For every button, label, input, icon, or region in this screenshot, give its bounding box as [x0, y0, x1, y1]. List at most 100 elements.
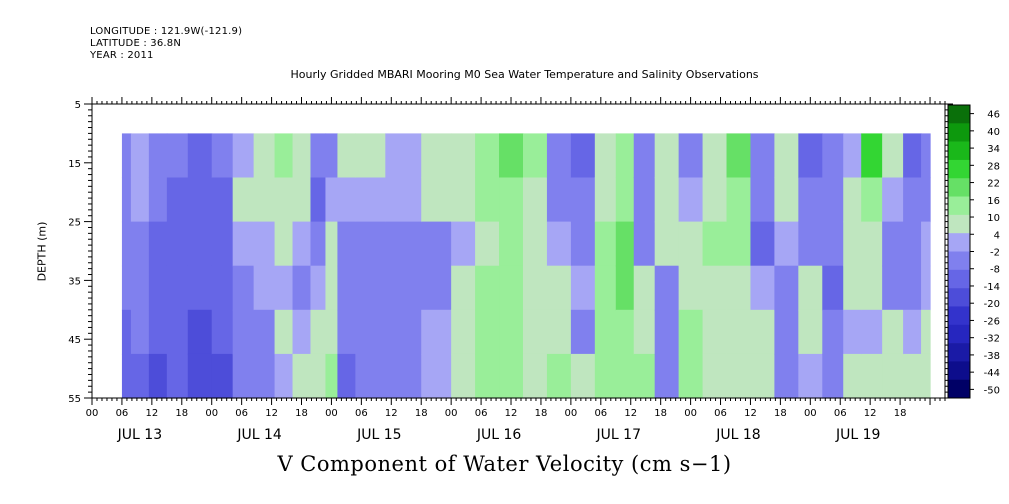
heatmap-cell — [211, 133, 234, 179]
heatmap-cell — [310, 309, 327, 355]
heatmap-cell — [843, 265, 862, 311]
x-day-label: JUL 17 — [596, 427, 641, 443]
heatmap-cell — [594, 353, 617, 399]
heatmap-cell — [130, 221, 150, 267]
heatmap-cell — [678, 221, 704, 267]
heatmap-cell — [232, 133, 255, 179]
heatmap-cell — [678, 309, 704, 355]
heatmap-cell — [822, 353, 844, 399]
heatmap-cell — [274, 353, 294, 399]
heatmap-cell — [130, 265, 150, 311]
heatmap-cell — [921, 177, 931, 223]
x-hour-tick-label: 00 — [86, 408, 99, 419]
heatmap-cell — [843, 353, 862, 399]
x-hour-tick-label: 18 — [415, 408, 428, 419]
colorbar-tick-label: 10 — [987, 213, 1000, 224]
heatmap-cell — [337, 309, 356, 355]
colorbar-tick-label: -26 — [984, 316, 1000, 327]
heatmap-cell — [570, 353, 596, 399]
heatmap-cell — [903, 353, 922, 399]
heatmap-cell — [421, 265, 452, 311]
heatmap-cell — [594, 309, 617, 355]
heatmap-cell — [903, 309, 922, 355]
heatmap-cell — [615, 133, 635, 179]
heatmap-cell — [232, 177, 255, 223]
heatmap-cell — [475, 265, 500, 311]
heatmap-cell — [325, 177, 339, 223]
colorbar-tick-label: -38 — [984, 351, 1000, 362]
heatmap-cell — [121, 309, 132, 355]
heatmap-cell — [148, 133, 168, 179]
colorbar-tick-label: -8 — [990, 265, 1000, 276]
heatmap-cell — [726, 177, 752, 223]
heatmap-cell — [337, 353, 356, 399]
heatmap-cell — [882, 265, 904, 311]
heatmap-cell — [211, 309, 234, 355]
heatmap-cell — [570, 265, 596, 311]
heatmap-cell — [499, 133, 524, 179]
heatmap-cell — [726, 133, 752, 179]
heatmap-cell — [546, 265, 572, 311]
heatmap-cell — [130, 133, 150, 179]
heatmap-cell — [310, 353, 327, 399]
heatmap-cell — [702, 353, 728, 399]
heatmap-cell — [654, 265, 680, 311]
heatmap-cell — [726, 353, 752, 399]
heatmap-cell — [130, 177, 150, 223]
heatmap-cell — [475, 353, 500, 399]
heatmap-cell — [774, 265, 799, 311]
heatmap-cell — [570, 221, 596, 267]
heatmap-cell — [166, 265, 189, 311]
x-hour-tick-label: 00 — [565, 408, 578, 419]
heatmap-cell — [843, 177, 862, 223]
heatmap-cell — [421, 221, 452, 267]
heatmap-cell — [292, 309, 312, 355]
heatmap-cell — [211, 177, 234, 223]
heatmap-cell — [702, 221, 728, 267]
heatmap-cell — [843, 221, 862, 267]
heatmap-cell — [187, 133, 213, 179]
heatmap-cell — [337, 133, 356, 179]
heatmap-cell — [774, 133, 799, 179]
heatmap-cell — [546, 309, 572, 355]
heatmap-cell — [232, 353, 255, 399]
heatmap-cell — [232, 221, 255, 267]
heatmap-cell — [499, 221, 524, 267]
heatmap-cell — [798, 221, 823, 267]
x-hour-tick-label: 18 — [295, 408, 308, 419]
heatmap-cell — [148, 309, 168, 355]
heatmap-cell — [861, 265, 883, 311]
heatmap-cell — [451, 133, 476, 179]
heatmap-cell — [903, 265, 922, 311]
heatmap-cell — [522, 265, 548, 311]
colorbar-segment — [948, 123, 970, 142]
heatmap-cell — [385, 353, 422, 399]
x-hour-tick-label: 06 — [355, 408, 368, 419]
heatmap-cell — [774, 177, 799, 223]
heatmap-cell — [882, 133, 904, 179]
colorbar-segment — [948, 214, 970, 234]
heatmap-cell — [843, 133, 862, 179]
heatmap-cell — [337, 177, 356, 223]
heatmap-cell — [522, 353, 548, 399]
heatmap-cell — [292, 353, 312, 399]
heatmap-cell — [337, 221, 356, 267]
heatmap-cell — [633, 353, 656, 399]
heatmap-cell — [726, 309, 752, 355]
heatmap-cell — [451, 265, 476, 311]
heatmap-cell — [499, 265, 524, 311]
heatmap-cell — [678, 133, 704, 179]
x-hour-tick-label: 06 — [475, 408, 488, 419]
heatmap-cell — [121, 221, 132, 267]
heatmap-cell — [654, 221, 680, 267]
colorbar-tick-label: -32 — [984, 334, 1000, 345]
heatmap-cell — [292, 265, 312, 311]
heatmap-cell — [121, 265, 132, 311]
heatmap-cell — [310, 177, 327, 223]
heatmap-cell — [274, 221, 294, 267]
colorbar: 46 40 34 28 22 16 10 4 -2 -8 -14 -20 -26 -32 -38 -44 -50 — [947, 104, 1000, 399]
heatmap-cell — [292, 177, 312, 223]
heatmap-cell — [166, 353, 189, 399]
heatmap-cell — [121, 133, 132, 179]
heatmap-cell — [253, 221, 276, 267]
